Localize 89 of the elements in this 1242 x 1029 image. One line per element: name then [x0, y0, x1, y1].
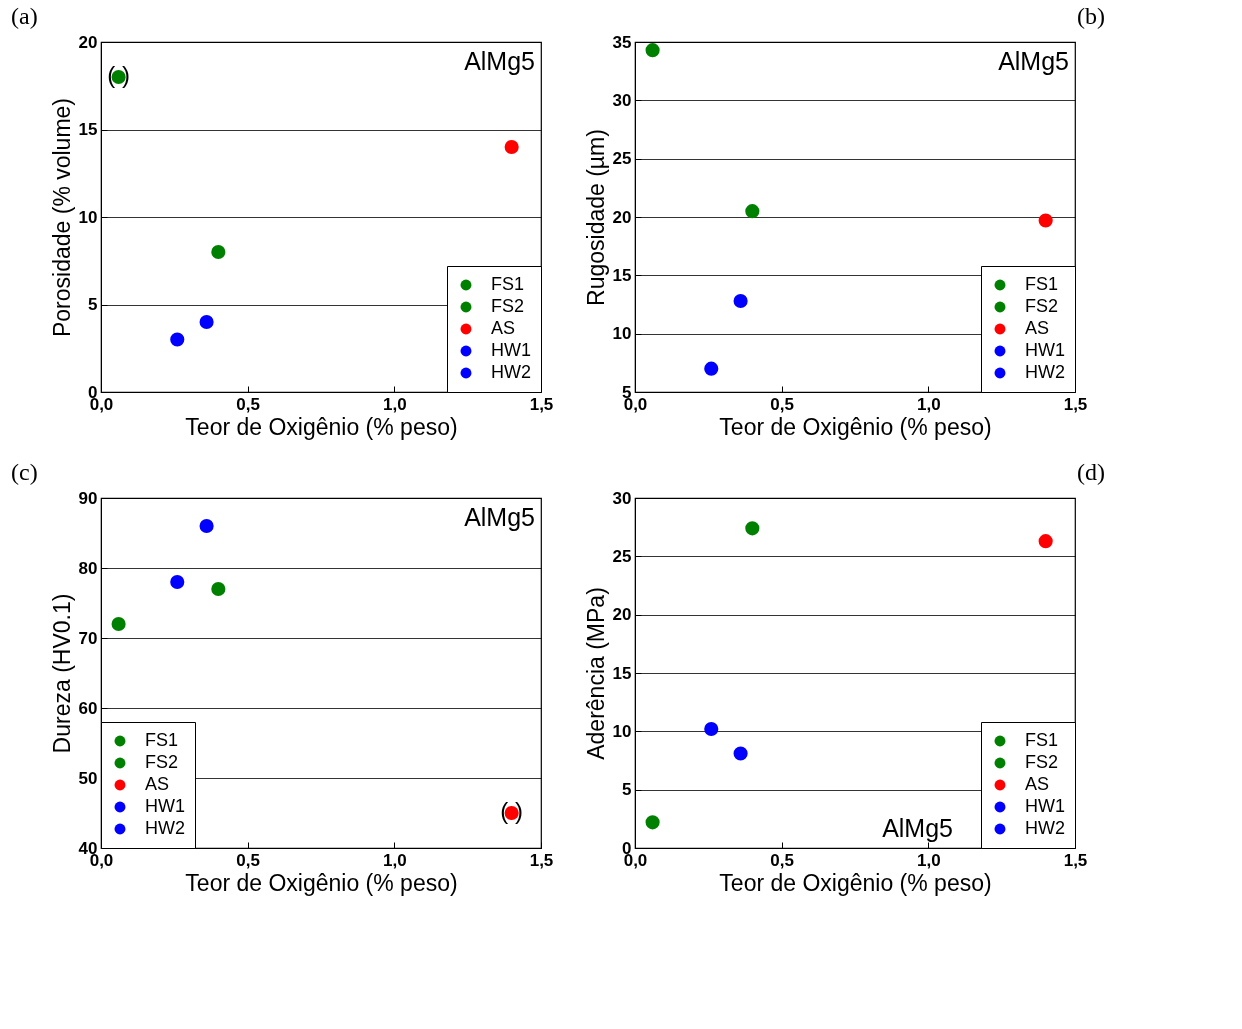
- point: [704, 721, 719, 737]
- x-tick-label: 1,0: [383, 394, 407, 414]
- annotation: AlMg5: [882, 814, 953, 842]
- y-axis-title: Dureza (HV0.1): [48, 593, 75, 754]
- point: [170, 574, 185, 590]
- chart-title: (b): [1077, 3, 1105, 29]
- annotation: ( ): [107, 61, 130, 88]
- legend-label: FS1: [1025, 274, 1059, 294]
- y-tick-label: 30: [612, 90, 632, 110]
- point: [645, 815, 660, 830]
- y-tick-label: 10: [612, 324, 632, 344]
- chart-title: (a): [11, 3, 38, 29]
- legend-label: FS2: [145, 752, 179, 772]
- legend-label: HW1: [491, 340, 531, 360]
- y-tick-label: 25: [612, 546, 632, 566]
- x-axis-title: Teor de Oxigênio (% peso): [719, 869, 992, 896]
- y-tick-label: 90: [78, 488, 98, 508]
- point: [733, 293, 748, 309]
- x-tick-label: 0,5: [770, 850, 794, 870]
- y-tick-label: 15: [612, 663, 632, 683]
- x-tick-label: 1,5: [529, 394, 554, 414]
- y-tick-label: 5: [622, 780, 632, 800]
- legend-label: HW2: [1025, 818, 1065, 838]
- y-tick-label: 10: [612, 721, 632, 741]
- annotation: ( ): [500, 797, 523, 824]
- y-tick-label: 80: [78, 558, 98, 578]
- legend-label: HW2: [1025, 362, 1065, 382]
- y-tick-label: 60: [78, 698, 98, 718]
- legend-label: AS: [491, 318, 516, 338]
- legend-label: FS1: [491, 274, 525, 294]
- y-tick-label: 25: [612, 149, 632, 169]
- x-tick-label: 1,0: [917, 394, 941, 414]
- y-tick-label: 70: [78, 628, 98, 648]
- y-tick-label: 10: [78, 207, 98, 227]
- x-axis-title: Teor de Oxigênio (% peso): [185, 413, 458, 440]
- legend-label: HW1: [1025, 796, 1065, 816]
- y-axis-title: Porosidade (% volume): [48, 97, 75, 338]
- point: [504, 139, 519, 155]
- point: [1038, 213, 1053, 228]
- legend-label: AS: [1025, 774, 1050, 794]
- point: [199, 518, 214, 534]
- legend-label: AS: [145, 774, 170, 794]
- y-axis-title: Aderência (MPa): [582, 587, 609, 760]
- x-tick-label: 1,5: [1063, 394, 1088, 414]
- x-tick-label: 1,5: [529, 850, 554, 870]
- y-tick-label: 20: [78, 32, 98, 52]
- x-tick-label: 0,5: [236, 850, 260, 870]
- x-axis-title: Teor de Oxigênio (% peso): [719, 413, 992, 440]
- legend-label: FS2: [1025, 296, 1059, 316]
- y-tick-label: 5: [88, 295, 98, 314]
- x-tick-label: 1,5: [1063, 850, 1088, 870]
- legend-label: FS1: [145, 730, 179, 750]
- point: [170, 332, 185, 347]
- y-axis-title: Rugosidade (µm): [582, 129, 609, 306]
- point: [733, 746, 748, 761]
- annotation: AlMg5: [464, 47, 535, 75]
- annotation: AlMg5: [464, 503, 535, 531]
- point: [745, 521, 760, 536]
- y-tick-label: 20: [612, 207, 632, 227]
- point: [111, 616, 126, 632]
- legend-label: HW2: [491, 362, 531, 382]
- x-tick-label: 1,0: [383, 850, 407, 870]
- chart-title: (c): [11, 459, 38, 485]
- y-tick-label: 15: [612, 265, 632, 285]
- legend-label: HW1: [145, 796, 185, 816]
- point: [745, 204, 760, 219]
- legend-label: HW1: [1025, 340, 1065, 360]
- point: [211, 244, 226, 260]
- legend-label: FS2: [491, 296, 525, 316]
- legend-label: HW2: [145, 818, 185, 838]
- y-tick-label: 15: [78, 120, 98, 139]
- legend-label: FS1: [1025, 730, 1059, 750]
- x-tick-label: 0,5: [770, 394, 794, 414]
- legend-label: FS2: [1025, 752, 1059, 772]
- annotation: AlMg5: [998, 47, 1069, 75]
- point: [645, 43, 660, 58]
- point: [704, 361, 719, 376]
- legend-label: AS: [1025, 318, 1050, 338]
- x-tick-label: 0,5: [236, 394, 260, 414]
- x-tick-label: 1,0: [917, 850, 941, 870]
- point: [1038, 534, 1053, 549]
- y-tick-label: 35: [612, 32, 632, 52]
- x-axis-title: Teor de Oxigênio (% peso): [185, 869, 458, 896]
- chart-title: (d): [1077, 459, 1105, 485]
- y-tick-label: 20: [612, 605, 632, 625]
- point: [211, 581, 226, 597]
- y-tick-label: 30: [612, 488, 632, 508]
- y-tick-label: 50: [78, 768, 98, 788]
- point: [199, 314, 214, 330]
